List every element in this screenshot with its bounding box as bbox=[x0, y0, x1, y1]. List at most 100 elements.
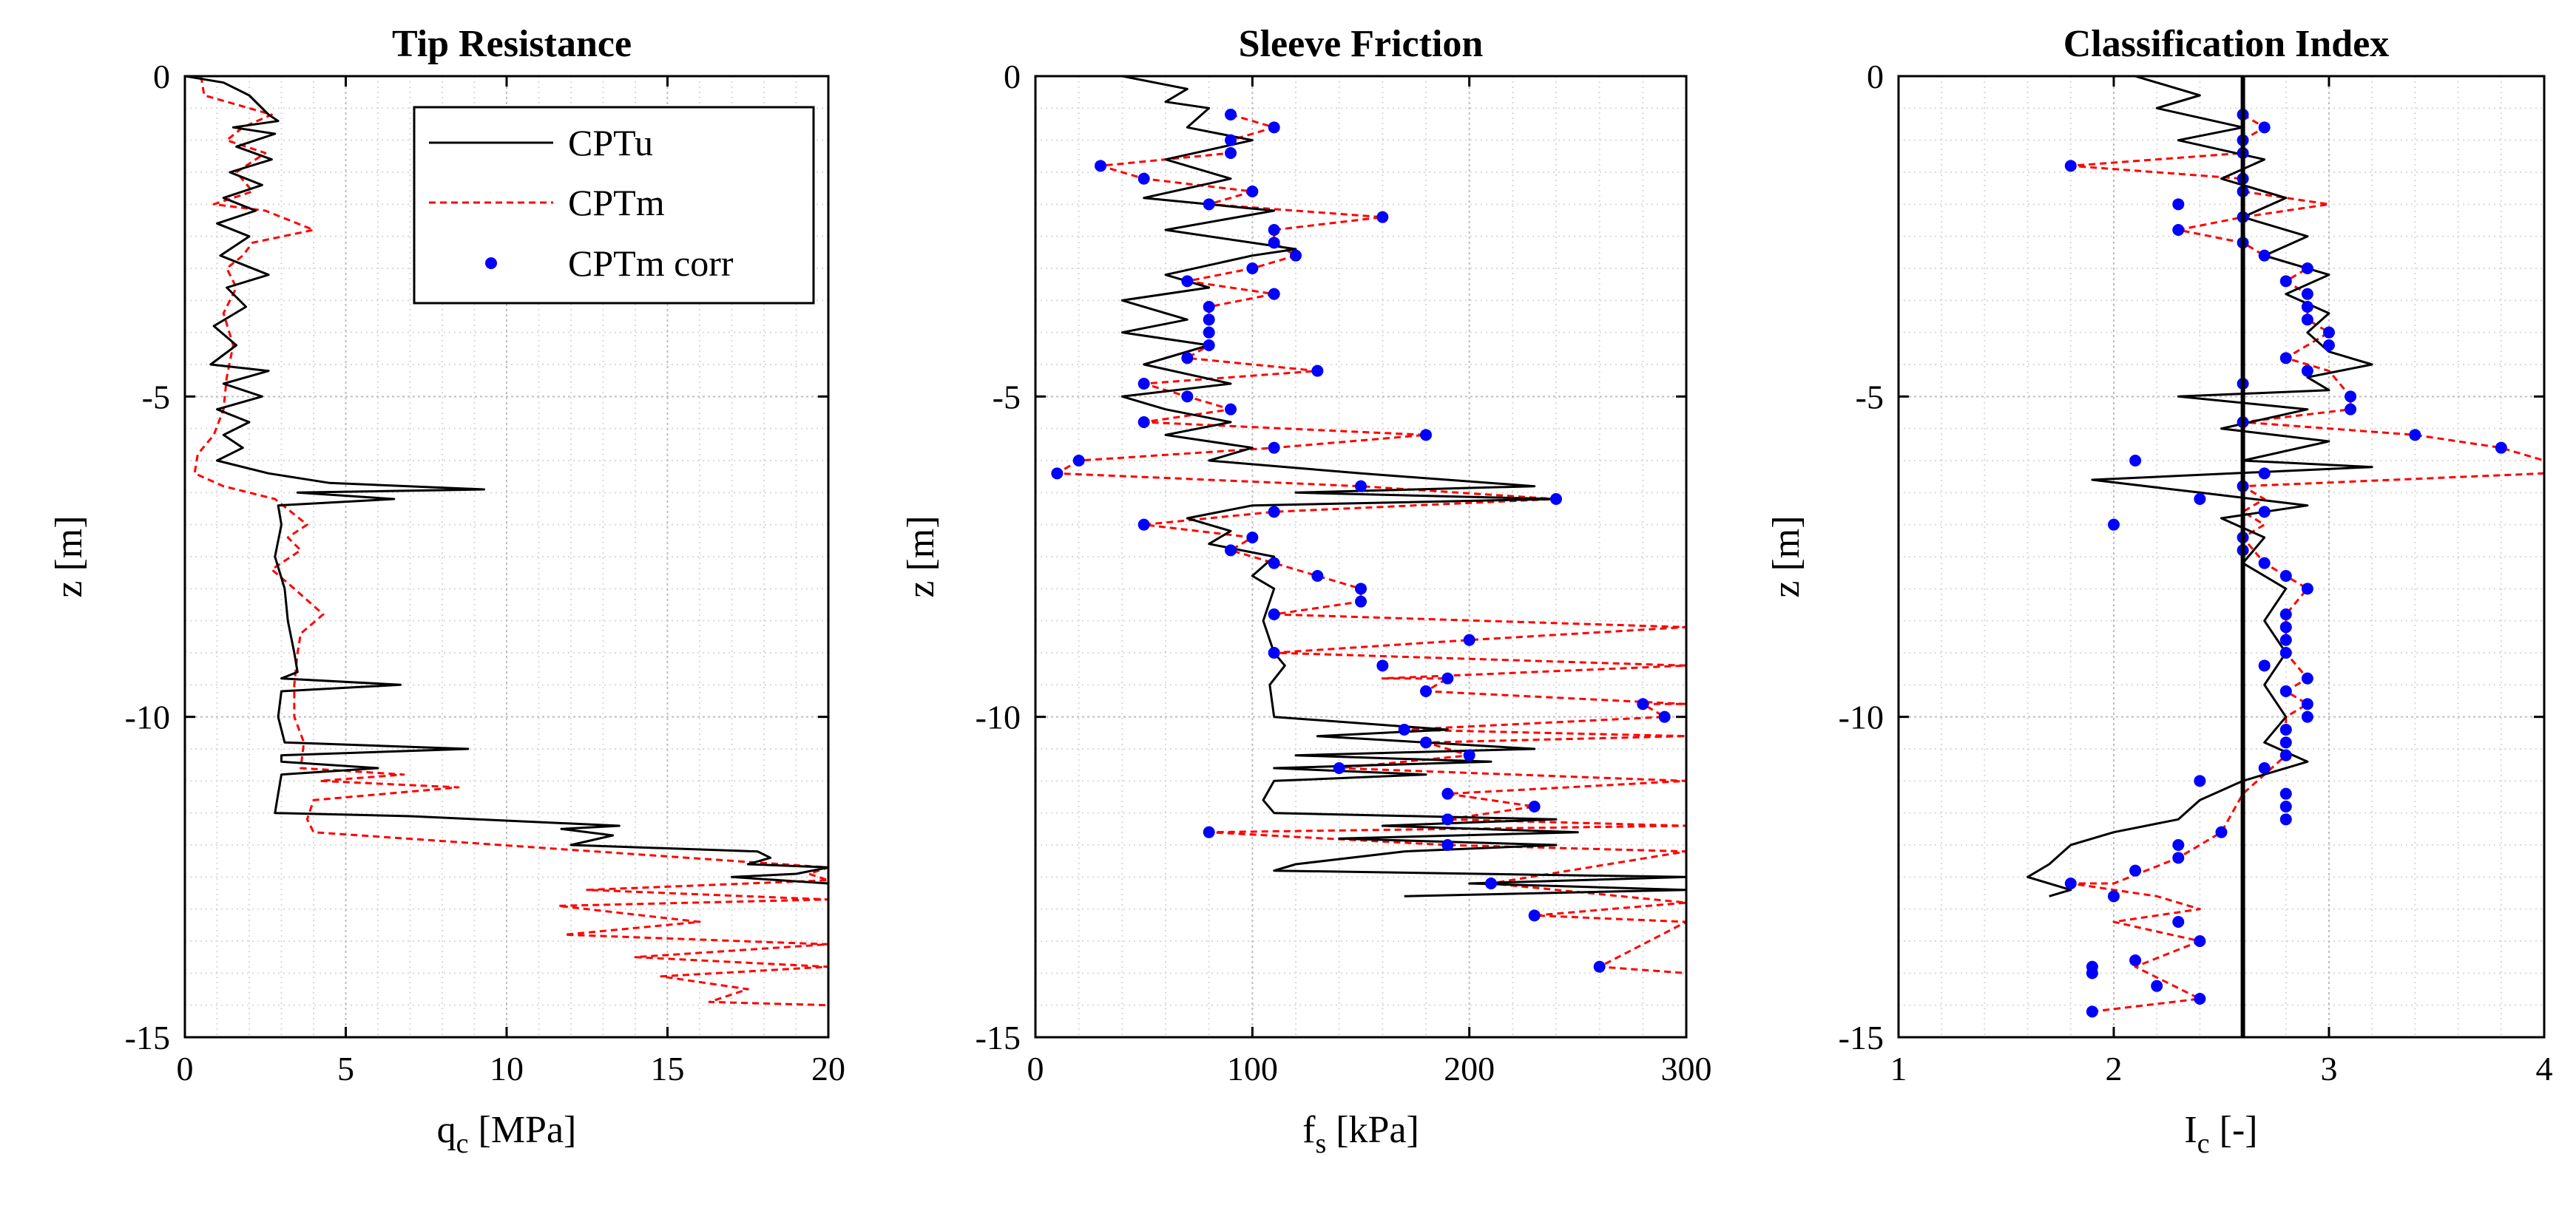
data-point-cptm-corr bbox=[2086, 1005, 2098, 1018]
plot-area bbox=[1051, 76, 1686, 974]
y-tick-label: 0 bbox=[153, 58, 170, 95]
data-point-cptm-corr bbox=[1355, 583, 1367, 595]
data-point-cptm-corr bbox=[2172, 916, 2185, 928]
data-point-cptm-corr bbox=[1441, 839, 1454, 851]
data-point-cptm-corr bbox=[1203, 313, 1215, 326]
x-tick-label: 10 bbox=[490, 1050, 524, 1087]
data-point-cptm-corr bbox=[1268, 506, 1280, 518]
x-tick-label: 5 bbox=[337, 1050, 354, 1087]
data-point-cptm-corr bbox=[1225, 544, 1237, 557]
data-point-cptm-corr bbox=[1268, 237, 1280, 249]
data-point-cptm-corr bbox=[1225, 403, 1237, 415]
panel-sleeve-friction: Sleeve Friction 0 100 200 300 0 -5 -10 -15 fs [… bbox=[900, 23, 1712, 1159]
data-point-cptm-corr bbox=[1137, 416, 1150, 428]
data-point-cptm-corr bbox=[1420, 685, 1432, 697]
x-tick-label: 100 bbox=[1227, 1050, 1278, 1087]
data-point-cptm-corr bbox=[1441, 787, 1454, 800]
data-point-cptm-corr bbox=[2301, 262, 2313, 274]
x-tick-label: 4 bbox=[2536, 1050, 2553, 1087]
data-point-cptm-corr bbox=[2301, 583, 2313, 595]
x-axis-label: qc [MPa] bbox=[437, 1109, 577, 1159]
data-point-cptm-corr bbox=[1420, 429, 1432, 441]
data-point-cptm-corr bbox=[1376, 211, 1389, 223]
data-point-cptm-corr bbox=[1268, 608, 1280, 620]
x-tick-label: 1 bbox=[1890, 1050, 1907, 1087]
data-point-cptm-corr bbox=[2279, 634, 2292, 646]
legend-label-cptm-corr: CPTm corr bbox=[568, 242, 734, 284]
data-point-cptm-corr bbox=[2258, 659, 2271, 672]
data-point-cptm-corr bbox=[2279, 724, 2292, 736]
data-point-cptm-corr bbox=[2301, 364, 2313, 377]
x-tick-label: 200 bbox=[1444, 1050, 1495, 1087]
y-axis-label: z [m] bbox=[48, 515, 90, 597]
y-tick-label: -5 bbox=[993, 378, 1021, 415]
data-point-cptm-corr bbox=[1095, 160, 1106, 172]
y-tick-label: 0 bbox=[1867, 58, 1884, 95]
data-point-cptm-corr bbox=[1268, 121, 1280, 134]
data-point-cptm-corr bbox=[2301, 288, 2313, 300]
data-point-cptm-corr bbox=[1203, 301, 1215, 313]
data-point-cptm-corr bbox=[2194, 493, 2206, 505]
data-point-cptm-corr bbox=[2301, 313, 2313, 326]
data-point-cptm-corr bbox=[2194, 935, 2206, 947]
axes-frame bbox=[1034, 75, 1688, 1039]
data-point-cptm-corr bbox=[1593, 960, 1606, 973]
data-point-cptm-corr bbox=[2129, 455, 2142, 466]
data-point-cptm-corr bbox=[1441, 813, 1454, 826]
data-point-cptm-corr bbox=[1311, 570, 1324, 582]
series-line-cptu bbox=[185, 76, 828, 885]
data-point-cptm-corr bbox=[1637, 698, 1649, 710]
data-point-cptm-corr bbox=[2108, 518, 2120, 531]
data-point-cptm-corr bbox=[1463, 749, 1475, 761]
data-point-cptm-corr bbox=[1051, 467, 1064, 480]
data-point-cptm-corr bbox=[2409, 429, 2421, 441]
data-point-cptm-corr bbox=[2215, 826, 2228, 838]
data-point-cptm-corr bbox=[2258, 249, 2271, 262]
legend-label-cptu: CPTu bbox=[568, 122, 653, 163]
data-point-cptm-corr bbox=[1268, 288, 1280, 300]
data-point-cptm-corr bbox=[1203, 326, 1215, 339]
data-point-cptm-corr bbox=[1355, 595, 1367, 608]
data-point-cptm-corr bbox=[2172, 198, 2185, 211]
data-point-cptm-corr bbox=[2108, 890, 2120, 903]
data-point-cptm-corr bbox=[1398, 724, 1410, 736]
data-point-cptm-corr bbox=[2301, 301, 2313, 313]
data-point-cptm-corr bbox=[2194, 993, 2206, 1005]
data-point-cptm-corr bbox=[1268, 557, 1280, 569]
data-point-cptm-corr bbox=[1268, 647, 1280, 659]
y-tick-label: 0 bbox=[1004, 58, 1021, 95]
data-point-cptm-corr bbox=[2323, 326, 2335, 339]
y-tick-label: -15 bbox=[1839, 1019, 1884, 1056]
data-point-cptm-corr bbox=[2172, 852, 2185, 864]
x-tick-label: 20 bbox=[811, 1050, 845, 1087]
data-point-cptm-corr bbox=[1225, 109, 1237, 121]
data-point-cptm-corr bbox=[1137, 378, 1150, 390]
y-tick-label: -5 bbox=[1856, 378, 1884, 415]
data-point-cptm-corr bbox=[2172, 224, 2185, 236]
legend-box bbox=[413, 106, 815, 305]
data-point-cptm-corr bbox=[1550, 493, 1562, 505]
panel-title: Classification Index bbox=[2063, 23, 2390, 65]
series-group bbox=[185, 76, 828, 1007]
data-point-cptm-corr bbox=[1658, 710, 1671, 723]
data-point-cptm-corr bbox=[1181, 275, 1194, 288]
series-line-cptm bbox=[1055, 113, 1686, 974]
tick-labels: 1 2 3 4 0 -5 -10 -15 bbox=[1839, 58, 2553, 1087]
data-point-cptm-corr bbox=[1203, 198, 1215, 211]
data-point-cptm-corr bbox=[2345, 390, 2357, 403]
data-point-cptm-corr bbox=[2279, 736, 2292, 749]
data-point-cptm-corr bbox=[1528, 909, 1541, 922]
data-point-cptm-corr bbox=[2258, 121, 2271, 134]
data-point-cptm-corr bbox=[2279, 275, 2292, 288]
y-tick-label: -10 bbox=[125, 699, 170, 736]
data-point-cptm-corr bbox=[2064, 878, 2077, 889]
axes-frame bbox=[1897, 75, 2546, 1039]
data-point-cptm-corr bbox=[1268, 441, 1280, 454]
data-point-cptm-corr bbox=[2495, 441, 2507, 454]
data-point-cptm-corr bbox=[2279, 621, 2292, 634]
data-point-cptm-corr bbox=[1203, 826, 1215, 838]
data-point-cptm-corr bbox=[1246, 262, 1259, 274]
legend: CPTu CPTm CPTm corr bbox=[413, 106, 815, 305]
x-tick-label: 300 bbox=[1661, 1050, 1712, 1087]
